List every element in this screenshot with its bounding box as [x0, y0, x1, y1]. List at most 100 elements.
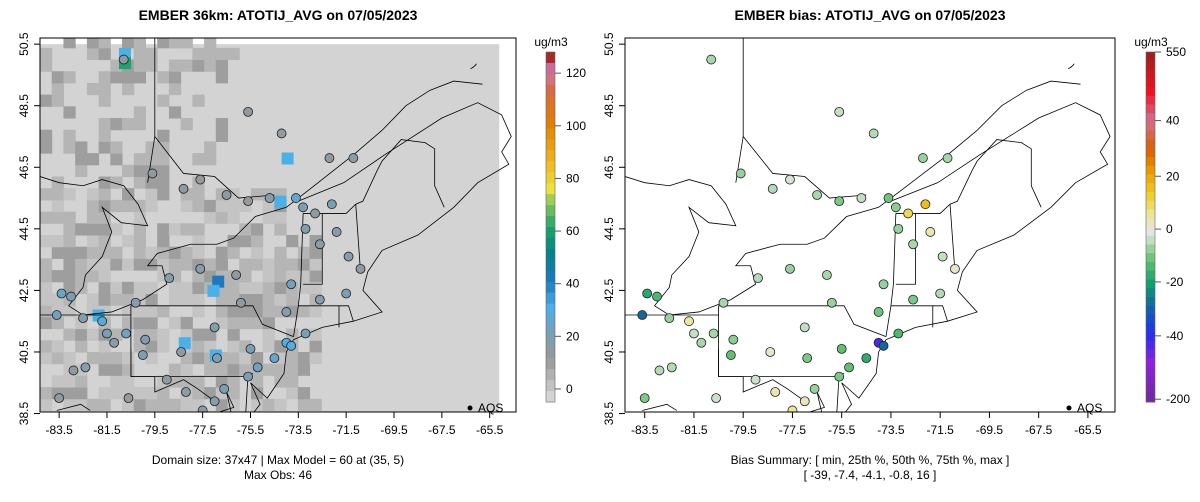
model-grid-cell	[40, 351, 53, 365]
x-tick-label: -67.5	[1025, 423, 1053, 437]
model-grid-cell	[133, 153, 146, 166]
model-grid-cell	[86, 398, 100, 411]
colorbar-frame	[1145, 51, 1156, 403]
model-grid-cell	[192, 235, 205, 248]
model-grid-cell	[133, 176, 146, 189]
model-grid-cell	[98, 94, 111, 107]
model-grid-cell	[122, 118, 135, 131]
model-grid-cell	[215, 211, 229, 224]
model-grid-cell	[192, 47, 205, 61]
model-grid-cell	[309, 305, 322, 318]
model-grid-cell	[192, 293, 205, 306]
x-tick-label: -81.5	[680, 423, 708, 437]
model-grid-cell	[145, 141, 158, 154]
colorbar-tick-label: 100	[566, 119, 586, 133]
colorbar-segment	[1146, 130, 1155, 140]
colorbar-segment	[1146, 305, 1155, 315]
model-grid-cell	[204, 153, 217, 166]
x-tick-label: -75.5	[828, 423, 856, 437]
site-point	[725, 350, 736, 360]
model-grid-cell	[122, 316, 135, 330]
model-grid-cell	[63, 305, 76, 318]
model-grid-cell	[262, 199, 275, 213]
model-grid-cell	[157, 38, 170, 49]
site-point	[893, 328, 904, 339]
panel-title: EMBER 36km: ATOTIJ_AVG on 07/05/2023	[139, 7, 418, 23]
site-point	[97, 316, 108, 327]
model-grid-cell	[63, 246, 76, 259]
legend-dot-icon	[467, 405, 473, 411]
model-grid-cell	[215, 305, 229, 318]
footer-line-1: Bias Summary: [ min, 25th %, 50th %, 75t…	[731, 453, 1010, 467]
model-grid-cell	[133, 235, 146, 248]
model-grid-cell	[51, 375, 64, 388]
model-grid-cell	[168, 106, 182, 119]
model-grid-cell	[51, 188, 64, 201]
model-grid-cell	[227, 199, 240, 213]
site-point	[68, 365, 79, 376]
model-grid-cell	[133, 71, 146, 84]
colorbar-segment	[546, 227, 555, 239]
colorbar-tick-label: -40	[1166, 329, 1184, 343]
model-grid-cell	[63, 258, 76, 271]
colorbar-segment	[546, 183, 555, 195]
x-tick-label: -83.5	[631, 423, 659, 437]
model-grid-cell	[227, 398, 240, 411]
y-tick-label: 50.5	[17, 32, 31, 56]
model-grid-cell	[75, 258, 88, 271]
colorbar-segment	[546, 150, 555, 162]
model-grid-cell	[180, 281, 193, 294]
colorbar-segment	[1146, 358, 1155, 368]
model-grid-cell	[63, 129, 76, 142]
model-grid-cell	[145, 316, 158, 330]
colorbar-segment	[1146, 244, 1155, 254]
model-grid-cell-high	[207, 284, 220, 297]
colorbar-tick-label: -200	[1166, 392, 1190, 406]
model-grid-cell	[40, 94, 53, 107]
colorbar-segment	[546, 161, 555, 173]
colorbar-segment	[546, 106, 555, 119]
x-tick-label: -79.5	[730, 423, 758, 437]
model-grid-cell	[145, 246, 158, 259]
colorbar-tick-label: 20	[566, 329, 580, 343]
model-grid-cell	[63, 375, 76, 388]
colorbar-segment	[546, 292, 555, 305]
model-grid-cell	[309, 246, 322, 259]
colorbar-segment	[1146, 297, 1155, 307]
coastline	[625, 80, 1081, 316]
model-grid-cell	[204, 211, 217, 224]
model-grid-cell	[157, 164, 170, 178]
y-tick-label: 40.5	[17, 340, 31, 364]
model-grid-cell	[297, 270, 311, 283]
model-grid-cell-high	[274, 195, 287, 208]
site-point	[195, 174, 206, 185]
x-tick-label: -65.5	[1074, 423, 1102, 437]
model-grid-cell	[40, 129, 53, 142]
x-tick-label: -79.5	[141, 423, 169, 437]
model-grid-cell	[250, 246, 264, 259]
colorbar-segment	[546, 172, 555, 184]
site-point	[728, 334, 739, 345]
state-boundary	[718, 305, 887, 337]
plot-frame	[39, 37, 517, 413]
model-grid-cell	[286, 270, 299, 283]
model-grid-cell	[40, 316, 53, 330]
model-grid-cell	[192, 351, 205, 365]
colorbar-frame	[545, 51, 556, 403]
colorbar-segment	[1146, 148, 1155, 158]
model-grid-cell	[86, 270, 100, 283]
model-grid-cell	[63, 106, 76, 119]
site-point	[355, 263, 366, 274]
model-grid-cell	[122, 375, 135, 388]
model-grid-cell	[168, 38, 182, 49]
site-point	[209, 322, 220, 333]
colorbar-segment	[546, 314, 555, 326]
model-grid-cell	[309, 351, 322, 365]
colorbar-segment	[1146, 323, 1155, 333]
model-grid-cell	[133, 118, 146, 131]
model-grid-cell	[98, 47, 111, 61]
model-grid-cell	[250, 351, 264, 365]
colorbar-tick-label: 60	[566, 224, 580, 238]
site-point	[130, 297, 141, 308]
model-grid-cell	[40, 141, 53, 154]
